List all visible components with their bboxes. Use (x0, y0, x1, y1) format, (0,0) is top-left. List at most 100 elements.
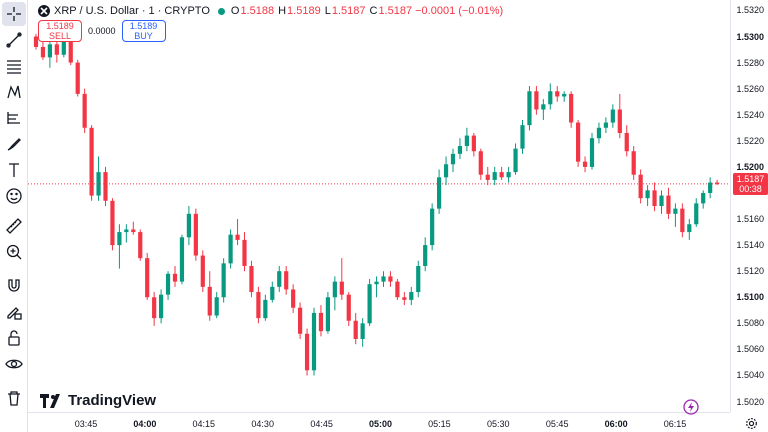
candle-body (464, 135, 469, 147)
candle-body (54, 44, 59, 55)
candle-body (145, 258, 150, 298)
candle-body (152, 297, 157, 319)
symbol-title[interactable]: XRP / U.S. Dollar · 1 · CRYPTO (54, 5, 210, 17)
low-value: 1.5187 (331, 5, 366, 17)
market-status-icon (217, 7, 225, 15)
candle-body (409, 292, 414, 300)
pattern-icon[interactable] (2, 80, 26, 104)
price-tick-label: 1.5060 (736, 344, 764, 355)
candle-body (138, 232, 143, 259)
candle-body (666, 195, 671, 214)
candle-body (193, 213, 198, 256)
candle-body (471, 135, 476, 152)
candle-body (339, 281, 344, 295)
candle-body (687, 224, 692, 233)
candle-body (214, 297, 219, 316)
buy-price: 1.5189 (129, 21, 158, 31)
emoji-icon[interactable] (2, 184, 26, 208)
price-tick-label: 1.5120 (736, 266, 764, 277)
time-tick-label: 05:00 (368, 419, 393, 429)
open-label: O (230, 5, 240, 17)
candle-body (513, 148, 518, 173)
spread-value: 0.0000 (88, 26, 116, 36)
candle-body (332, 281, 337, 298)
time-axis[interactable]: 03:45 04:00 04:15 04:30 04:45 05:00 05:15 05:30… (28, 412, 730, 432)
price-tick-label: 1.5140 (736, 240, 764, 251)
time-tick-label: 06:00 (604, 419, 628, 429)
buy-label: BUY (134, 31, 153, 41)
candle-body (346, 294, 351, 321)
candle-body (68, 39, 73, 63)
candle-body (40, 46, 46, 58)
magnet-icon[interactable] (2, 274, 26, 298)
candle-body (179, 237, 185, 282)
candle-body (492, 172, 497, 180)
candle-body (701, 192, 706, 204)
lightning-icon[interactable] (682, 398, 700, 416)
candle-body (360, 323, 365, 339)
candle-body (33, 36, 39, 47)
candle-body (659, 195, 664, 206)
candle-body (298, 307, 303, 334)
candle-body (277, 271, 282, 287)
time-tick-label: 05:30 (487, 419, 510, 429)
candle-body (291, 289, 296, 308)
zoom-in-icon[interactable] (2, 240, 26, 264)
candle-body (235, 234, 240, 240)
high-label: H (278, 5, 287, 17)
candle-body (548, 91, 553, 105)
candle-body (527, 91, 532, 126)
eye-icon[interactable] (2, 352, 26, 376)
candle-body (96, 172, 101, 196)
pencil-lock-icon[interactable] (2, 300, 26, 324)
candle-body (61, 39, 66, 55)
time-tick-label: 06:15 (663, 419, 687, 429)
candle-body (631, 151, 636, 175)
price-tick-label: 1.5080 (736, 318, 764, 329)
candle-body (395, 281, 400, 298)
brush-icon[interactable] (2, 132, 26, 156)
candle-body (242, 239, 247, 266)
time-tick-label: 04:00 (133, 419, 157, 429)
crosshair-icon[interactable] (2, 2, 26, 26)
candle-body (47, 44, 52, 58)
candle-body (450, 153, 456, 165)
candle-body (582, 161, 588, 167)
candle-body (589, 138, 595, 167)
price-axis[interactable]: 1.5320 1.5300 1.5280 1.5260 1.5240 1.5220 1.52… (730, 0, 768, 412)
text-icon[interactable] (2, 158, 26, 182)
trash-icon[interactable] (2, 386, 26, 410)
candle-body (423, 245, 428, 266)
sell-button[interactable]: 1.5189 SELL (38, 20, 82, 42)
candle-body (596, 127, 602, 139)
candle-body (186, 213, 191, 238)
candle-body (325, 297, 330, 332)
candle-body (562, 93, 567, 97)
horizontal-lines-icon[interactable] (2, 54, 26, 78)
time-tick-label: 05:15 (428, 419, 451, 429)
candle-body (499, 172, 504, 178)
candle-body (388, 276, 393, 282)
time-tick-label: 03:45 (74, 419, 98, 429)
candle-body (367, 284, 372, 324)
candle-body (124, 229, 129, 233)
close-label: C (369, 5, 378, 17)
candle-body (673, 208, 678, 214)
candlestick-chart[interactable] (28, 0, 730, 412)
candle-body (603, 122, 608, 128)
high-value: 1.5189 (287, 5, 321, 17)
open-value: 1.5188 (240, 5, 275, 17)
candle-body (534, 91, 539, 110)
price-tick-label: 1.5200 (736, 161, 764, 172)
lock-icon[interactable] (2, 326, 26, 350)
candle-body (652, 190, 657, 206)
low-label: L (324, 5, 331, 17)
candle-body (172, 273, 178, 282)
buy-button[interactable]: 1.5189 BUY (121, 20, 166, 42)
close-value: 1.5187 −0.0001 (−0.01%) (378, 5, 504, 17)
settings-icon[interactable] (742, 414, 760, 432)
ruler-icon[interactable] (2, 214, 26, 238)
forecast-icon[interactable] (2, 106, 26, 130)
candle-body (617, 109, 622, 133)
trend-line-icon[interactable] (2, 28, 26, 52)
